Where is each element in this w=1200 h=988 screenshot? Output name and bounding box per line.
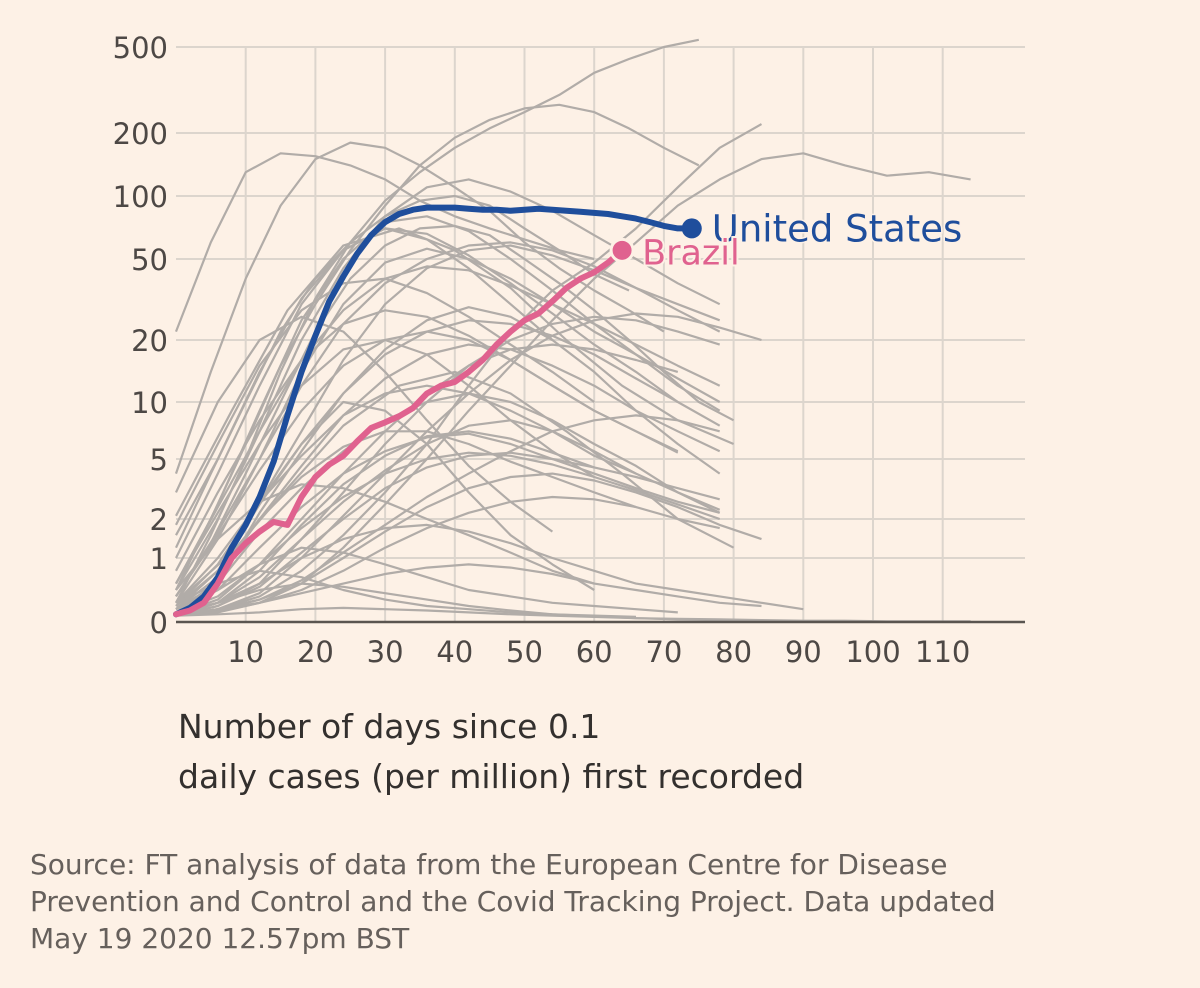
source-note: Source: FT analysis of data from the Eur… — [30, 846, 996, 957]
source-line-2: Prevention and Control and the Covid Tra… — [30, 885, 996, 918]
y-tick-label: 5 — [150, 443, 168, 477]
brazil-label: Brazil — [642, 233, 740, 273]
other-country-line — [175, 265, 721, 585]
y-tick-label: 0 — [150, 606, 168, 640]
x-axis-caption: Number of days since 0.1 daily cases (pe… — [178, 702, 804, 802]
other-country-line — [175, 227, 554, 559]
y-tick-label: 1 — [150, 542, 168, 576]
y-tick-label: 2 — [150, 503, 168, 537]
other-country-line — [175, 430, 637, 607]
other-country-line — [175, 582, 804, 623]
other-country-line — [175, 152, 971, 617]
x-tick-label: 70 — [645, 635, 682, 669]
x-tick-label: 10 — [227, 635, 264, 669]
united-states-endpoint — [681, 218, 702, 239]
other-country-line — [175, 343, 721, 611]
y-tick-label: 100 — [113, 180, 168, 214]
other-country-line — [175, 432, 720, 614]
x-tick-label: 50 — [506, 635, 543, 669]
x-tick-label: 60 — [576, 635, 613, 669]
other-country-line — [175, 306, 721, 614]
highlighted-series — [173, 204, 702, 618]
brazil-line — [173, 247, 626, 618]
other-country-line — [174, 152, 595, 332]
other-country-line — [175, 215, 721, 591]
x-tick-label: 90 — [785, 635, 822, 669]
y-tick-label: 10 — [131, 386, 168, 420]
united-states-line — [173, 204, 695, 618]
other-country-line — [175, 451, 720, 617]
x-tick-label: 100 — [845, 635, 900, 669]
y-tick-labels: 0 1 2 5 10 20 50 100 200 500 — [113, 31, 168, 640]
x-tick-label: 110 — [915, 635, 970, 669]
x-tick-label: 40 — [436, 635, 473, 669]
x-axis-caption-line-2: daily cases (per million) first recorded — [178, 757, 805, 796]
x-tick-label: 30 — [367, 635, 404, 669]
other-country-line — [175, 227, 721, 536]
other-country-line — [175, 483, 595, 591]
brazil-endpoint — [609, 237, 635, 263]
x-tick-label: 80 — [715, 635, 752, 669]
other-country-line — [175, 384, 721, 604]
united-states-label: United States — [712, 207, 963, 250]
y-tick-label: 50 — [131, 243, 168, 277]
x-axis-caption-line-1: Number of days since 0.1 — [178, 707, 601, 746]
other-country-line — [175, 451, 721, 614]
other-country-line — [175, 563, 762, 616]
x-tick-label: 20 — [297, 635, 334, 669]
other-country-line — [175, 569, 637, 618]
y-tick-label: 200 — [113, 117, 168, 151]
other-country-line — [175, 414, 720, 617]
source-line-3: May 19 2020 12.57pm BST — [30, 922, 410, 955]
y-tick-label: 500 — [113, 31, 168, 65]
other-country-line — [175, 312, 762, 617]
source-line-1: Source: FT analysis of data from the Eur… — [30, 848, 948, 881]
other-country-line — [175, 330, 679, 598]
other-country-line — [175, 430, 595, 617]
other-country-line — [175, 244, 721, 611]
x-tick-labels: 10 20 30 40 50 60 70 80 90 100 110 — [227, 635, 970, 669]
other-countries-lines — [174, 38, 971, 623]
y-tick-label: 20 — [131, 324, 168, 358]
